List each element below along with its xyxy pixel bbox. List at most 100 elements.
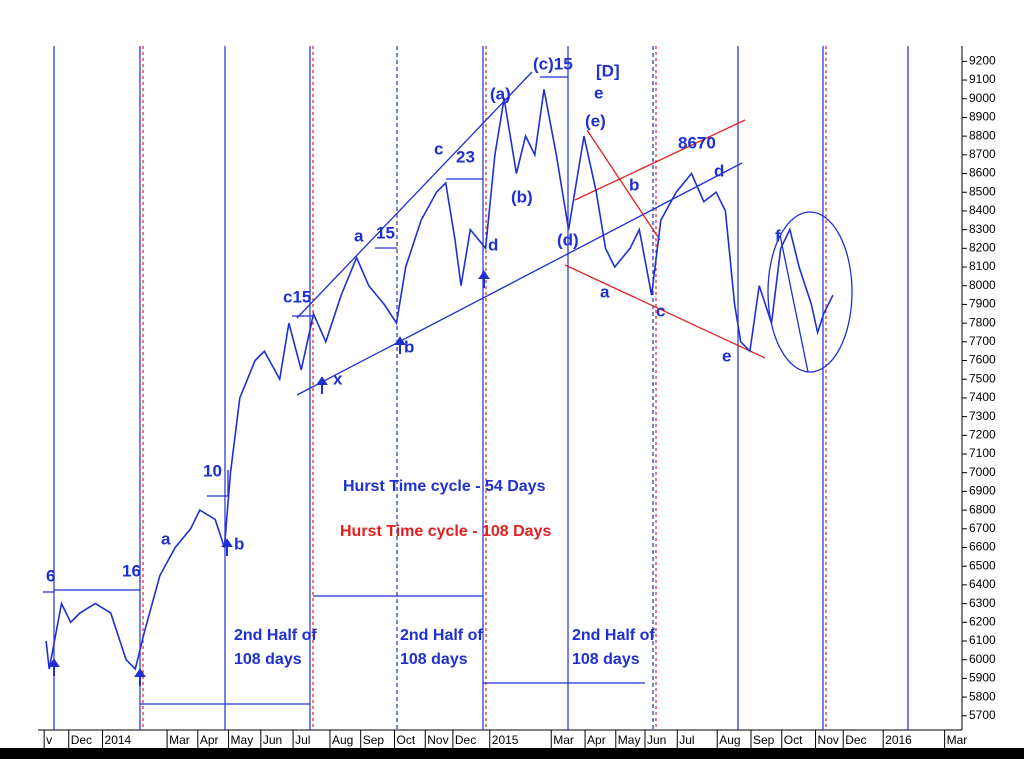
y-tick-label: 8700	[969, 147, 996, 161]
x-tick-label: Apr	[200, 733, 219, 747]
y-tick-label: 8600	[969, 166, 996, 180]
x-tick-label: Mar	[947, 733, 968, 747]
x-tick-label: Sep	[753, 733, 775, 747]
cycle-arrows	[48, 270, 490, 686]
y-tick-label: 9200	[969, 54, 996, 68]
annotation: [D]	[596, 61, 620, 80]
annotation: (c)15	[533, 54, 573, 73]
x-tick-label: Dec	[455, 733, 476, 747]
y-tick-label: 5900	[969, 671, 996, 685]
y-tick-label: 6600	[969, 540, 996, 554]
y-tick-label: 8100	[969, 259, 996, 273]
x-tick-label: Jun	[263, 733, 282, 747]
annotation: 23	[456, 147, 475, 166]
y-tick-label: 8000	[969, 278, 996, 292]
x-tick-label: May	[618, 733, 641, 747]
y-tick-label: 7000	[969, 465, 996, 479]
annotation: 108 days	[400, 651, 468, 668]
annotation: 6	[46, 566, 55, 585]
x-tick-label: Jun	[647, 733, 666, 747]
y-tick-label: 8200	[969, 241, 996, 255]
annotation: e	[722, 346, 731, 365]
annotation: 15	[376, 223, 395, 242]
y-tick-label: 9000	[969, 91, 996, 105]
y-tick-label: 8500	[969, 184, 996, 198]
y-tick-label: 8900	[969, 110, 996, 124]
annotation: a	[161, 529, 171, 548]
x-tick-label: Jul	[295, 733, 310, 747]
y-tick-label: 7600	[969, 353, 996, 367]
x-tick-label: Mar	[553, 733, 574, 747]
annotation: Hurst Time cycle - 108 Days	[340, 523, 551, 540]
annotation: a	[600, 282, 610, 301]
x-tick-label: Aug	[332, 733, 353, 747]
annotation: 8670	[678, 133, 716, 152]
y-tick-label: 7800	[969, 315, 996, 329]
y-tick-label: 7300	[969, 409, 996, 423]
price-line	[45, 89, 834, 671]
y-tick-label: 5700	[969, 708, 996, 722]
x-tick-label: Nov	[427, 733, 448, 747]
y-tick-label: 5800	[969, 689, 996, 703]
x-tick-label: Aug	[719, 733, 740, 747]
cycle-lines	[53, 46, 909, 730]
x-tick-label: Oct	[397, 733, 416, 747]
annotation: 2nd Half of	[234, 627, 317, 644]
annotation: e	[594, 83, 603, 102]
y-tick-label: 7700	[969, 334, 996, 348]
y-tick-label: 7400	[969, 390, 996, 404]
x-tick-label: Dec	[845, 733, 866, 747]
y-tick-label: 7200	[969, 427, 996, 441]
annotation: c	[656, 301, 665, 320]
annotation: b	[404, 337, 414, 356]
x-tick-label: Nov	[818, 733, 839, 747]
y-tick-label: 8400	[969, 203, 996, 217]
annotation: b	[234, 534, 244, 553]
annotation: b	[629, 175, 639, 194]
annotation: (e)	[585, 111, 606, 130]
y-tick-label: 8800	[969, 128, 996, 142]
y-tick-label: 7500	[969, 371, 996, 385]
y-tick-label: 6900	[969, 484, 996, 498]
x-tick-label: 2016	[885, 733, 912, 747]
annotation: 108 days	[572, 651, 640, 668]
y-tick-label: 6000	[969, 652, 996, 666]
trend-lines	[43, 71, 853, 705]
y-tick-label: 6400	[969, 577, 996, 591]
x-tick-label: Apr	[587, 733, 606, 747]
annotation: x	[333, 369, 343, 388]
annotation: Hurst Time cycle - 54 Days	[343, 478, 546, 495]
annotation: (b)	[511, 187, 533, 206]
bottom-bar	[0, 748, 1024, 759]
x-tick-label: 2014	[105, 733, 132, 747]
annotation: a	[354, 226, 364, 245]
annotation: d	[488, 235, 498, 254]
x-tick-label: 2015	[492, 733, 519, 747]
annotation: 2nd Half of	[572, 627, 655, 644]
y-tick-label: 6500	[969, 558, 996, 572]
y-tick-label: 6300	[969, 596, 996, 610]
annotation: 108 days	[234, 651, 302, 668]
x-tick-label: Dec	[71, 733, 92, 747]
annotation: (a)	[490, 84, 511, 103]
y-tick-label: 8300	[969, 222, 996, 236]
x-tick-label: May	[231, 733, 254, 747]
y-tick-label: 7100	[969, 446, 996, 460]
x-tick-label: Sep	[363, 733, 385, 747]
annotation: d	[714, 161, 724, 180]
y-tick-label: 6800	[969, 502, 996, 516]
y-tick-label: 6200	[969, 614, 996, 628]
annotation: c	[434, 139, 443, 158]
y-tick-label: 6100	[969, 633, 996, 647]
x-tick-label: Jul	[679, 733, 694, 747]
annotation: 10	[203, 461, 222, 480]
annotation: c15	[283, 287, 311, 306]
x-tick-label: v	[46, 733, 52, 747]
y-tick-label: 9100	[969, 72, 996, 86]
annotation: f	[775, 226, 781, 245]
annotation: 16	[122, 561, 141, 580]
x-tick-label: Mar	[169, 733, 190, 747]
annotation: (d)	[557, 230, 579, 249]
